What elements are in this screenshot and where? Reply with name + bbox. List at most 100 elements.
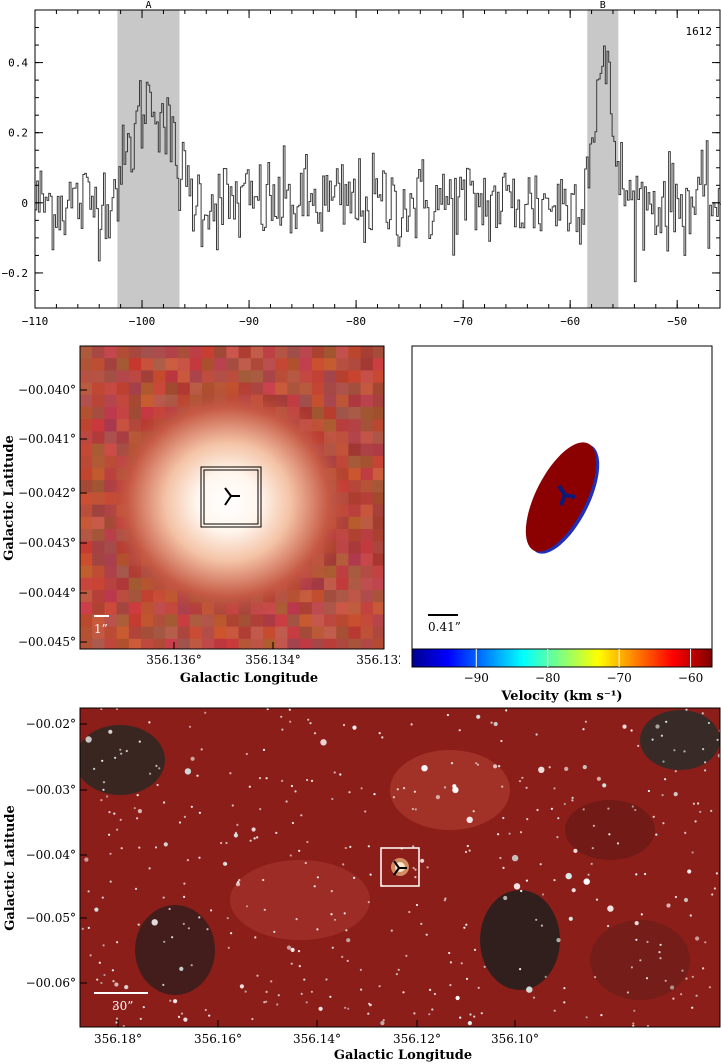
image-pixel [360, 516, 374, 530]
image-pixel [336, 602, 349, 615]
star [402, 991, 405, 994]
star [704, 941, 707, 944]
y-tick-label: −00.02° [26, 717, 76, 731]
star [672, 997, 675, 1000]
star [281, 728, 284, 731]
star [414, 876, 417, 879]
image-pixel [116, 614, 130, 628]
x-tick-label: 356.136° [146, 653, 202, 667]
star [622, 724, 627, 729]
image-pixel [372, 370, 384, 384]
star [592, 824, 596, 827]
image-pixel [238, 358, 252, 371]
star [674, 895, 678, 899]
image-pixel [360, 370, 374, 384]
wide-scale-label: 30” [112, 999, 133, 1013]
star [525, 879, 529, 882]
star [290, 947, 295, 952]
star [98, 961, 101, 964]
image-pixel [92, 565, 105, 579]
star [637, 744, 640, 747]
image-pixel [336, 590, 349, 603]
image-pixel [177, 638, 191, 649]
star [382, 1019, 385, 1022]
star [716, 738, 719, 741]
dust-blob [390, 750, 510, 830]
image-pixel [80, 431, 93, 445]
star [557, 817, 560, 820]
star [631, 805, 634, 808]
shaded-region-label: A [145, 0, 151, 11]
y-tick-label: −00.06° [26, 976, 76, 990]
image-pixel [104, 638, 118, 649]
star [210, 909, 213, 912]
star [658, 951, 661, 954]
zoom-image [80, 346, 384, 649]
image-pixel [348, 516, 362, 530]
star [244, 990, 247, 993]
star [307, 718, 310, 721]
colorbar-tick-label: −70 [606, 671, 631, 685]
star [333, 918, 337, 921]
star [265, 777, 268, 780]
image-pixel [372, 443, 384, 457]
image-pixel [324, 638, 337, 649]
zoom-x-axis: 356.136° 356.134° 356.132° [146, 642, 400, 667]
image-pixel [287, 382, 301, 396]
y-tick-label: −00.04° [26, 848, 76, 862]
star [163, 940, 166, 943]
star [347, 1007, 350, 1010]
image-pixel [214, 370, 227, 384]
star [502, 816, 505, 820]
image-pixel [189, 614, 203, 628]
image-pixel [311, 394, 325, 408]
star [699, 810, 702, 813]
star [198, 916, 201, 919]
star [435, 795, 440, 800]
star [115, 1021, 118, 1024]
colorbar-tick-label: −80 [535, 671, 560, 685]
image-pixel [299, 614, 313, 628]
image-pixel [80, 419, 93, 432]
star [564, 766, 569, 771]
image-pixel [360, 529, 374, 542]
star [124, 985, 129, 990]
star [539, 863, 542, 866]
image-pixel [80, 468, 93, 481]
image-pixel [250, 370, 264, 384]
star [500, 739, 503, 743]
star [330, 890, 333, 893]
star [683, 897, 689, 903]
spectrum-series-line [35, 45, 721, 283]
star [291, 821, 294, 825]
star [188, 725, 192, 728]
zoom-box-inner [203, 469, 259, 525]
image-pixel [360, 626, 374, 640]
star [412, 845, 415, 848]
image-pixel [324, 382, 337, 396]
image-pixel [116, 419, 130, 432]
star [330, 913, 333, 916]
image-pixel [92, 516, 105, 530]
image-pixel [360, 394, 374, 408]
star [429, 988, 432, 991]
image-pixel [189, 638, 203, 649]
image-pixel [238, 370, 252, 384]
image-pixel [372, 504, 384, 518]
star [360, 988, 363, 991]
star [403, 787, 406, 790]
image-pixel [92, 529, 105, 542]
star [182, 922, 185, 925]
image-pixel [311, 638, 325, 649]
star [556, 938, 561, 943]
star [263, 908, 266, 911]
star [538, 766, 545, 773]
star [468, 849, 471, 852]
image-pixel [141, 394, 154, 408]
star [428, 1013, 431, 1016]
x-tick-label: −110 [22, 315, 49, 328]
star [346, 938, 351, 943]
star [101, 896, 104, 899]
star [289, 854, 292, 857]
image-pixel [311, 370, 325, 384]
